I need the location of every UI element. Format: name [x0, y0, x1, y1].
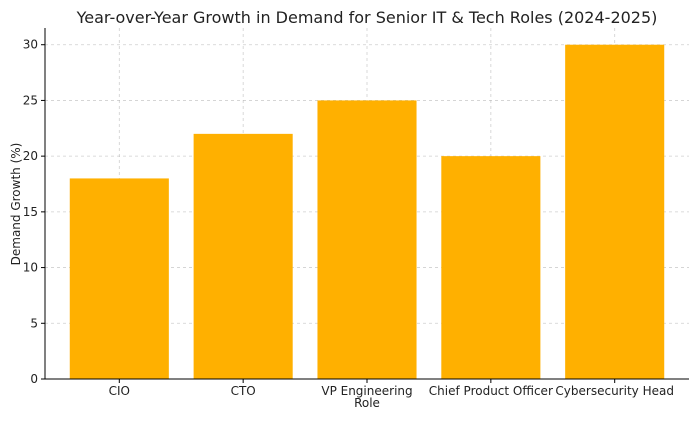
bar	[317, 100, 417, 379]
bar	[193, 133, 293, 379]
y-tick-label: 5	[30, 316, 38, 330]
y-tick-label: 15	[23, 205, 38, 219]
y-tick-label: 0	[30, 372, 38, 386]
x-tick-labels: CIO CTO VP Engineering Chief Product Office…	[109, 379, 674, 410]
bar	[69, 178, 169, 379]
x-tick-label: VP Engineering	[321, 384, 412, 398]
x-tick-label: CTO	[231, 384, 256, 398]
x-tick-label: Chief Product Officer	[429, 384, 553, 398]
y-tick-label: 10	[23, 261, 38, 275]
y-axis-label: Demand Growth (%)	[9, 143, 23, 266]
bar	[441, 156, 541, 379]
y-tick-label: 30	[23, 38, 38, 52]
y-tick-label: 20	[23, 149, 38, 163]
bars	[69, 44, 665, 379]
x-axis-label: Role	[354, 396, 380, 410]
bar	[565, 44, 665, 379]
y-tick-labels: 0 5 10 15 20 25 30	[23, 38, 45, 386]
chart-title: Year-over-Year Growth in Demand for Seni…	[76, 8, 658, 27]
y-tick-label: 25	[23, 93, 38, 107]
x-tick-label: CIO	[109, 384, 130, 398]
x-tick-label: Cybersecurity Head	[555, 384, 674, 398]
